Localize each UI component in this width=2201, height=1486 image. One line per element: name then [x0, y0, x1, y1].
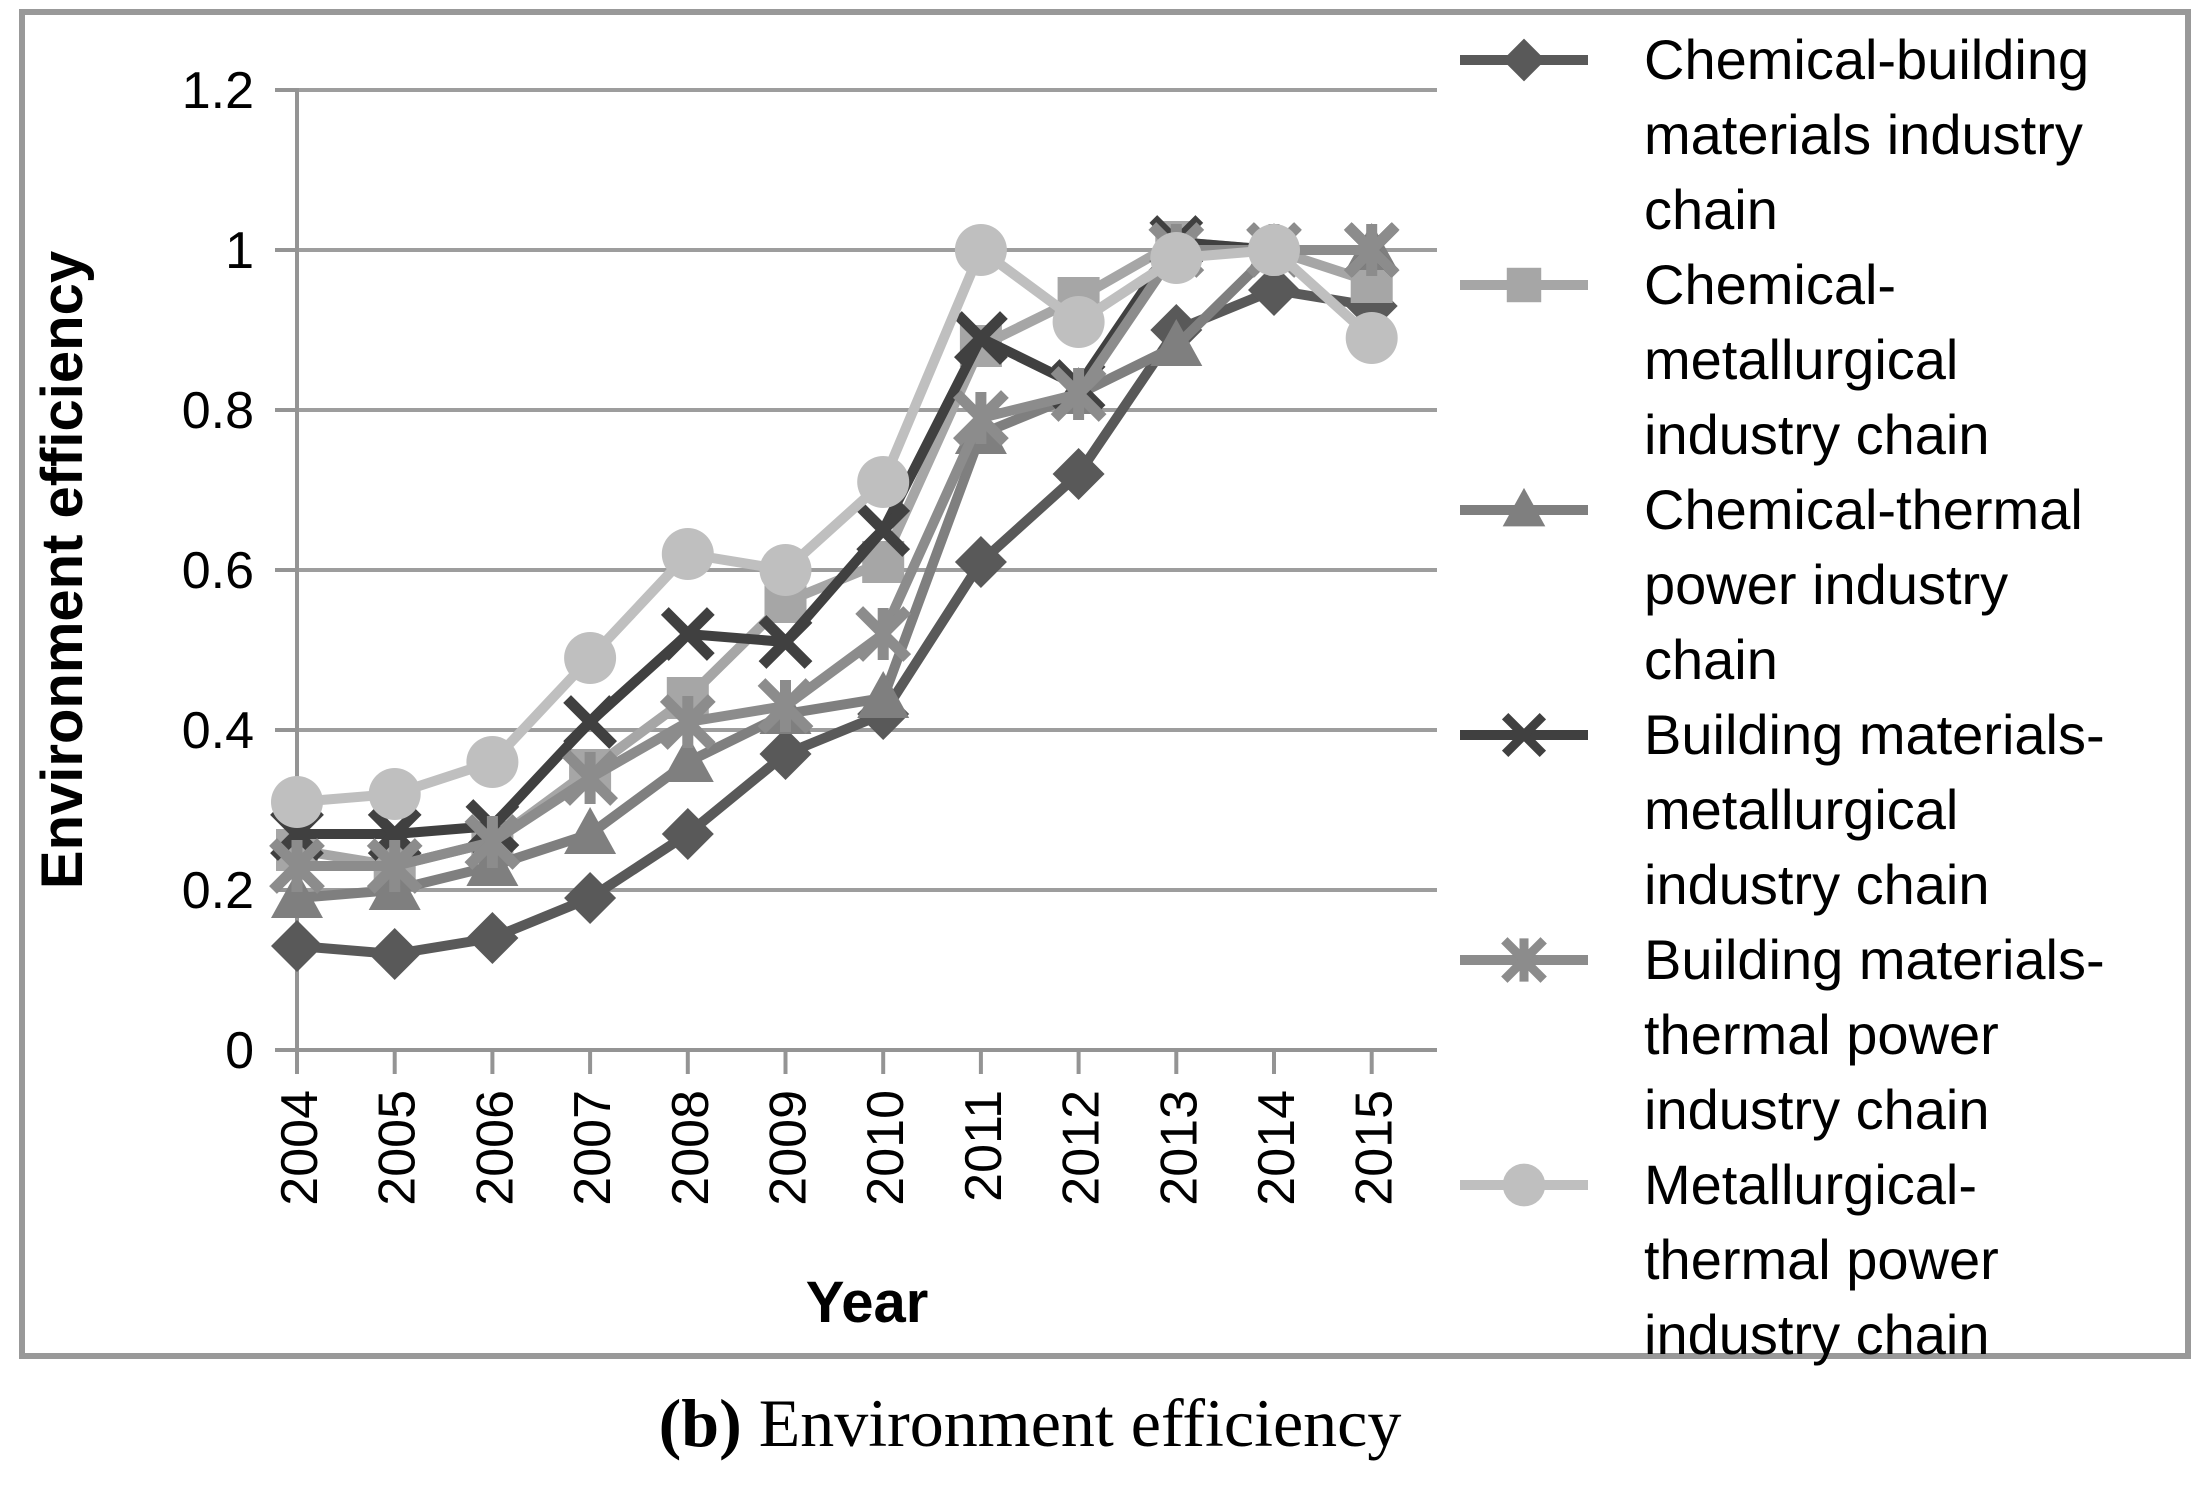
svg-text:2013: 2013 [1150, 1090, 1208, 1206]
legend-item: Building materials-metallurgical industry… [1458, 697, 2184, 922]
svg-text:2008: 2008 [662, 1090, 720, 1206]
y-axis-title: Environment efficiency [30, 251, 95, 889]
legend-label: Chemical-thermal power industry chain [1644, 478, 2083, 691]
legend-label: Chemical-building materials industry chain [1644, 28, 2090, 241]
svg-text:2010: 2010 [857, 1090, 915, 1206]
svg-text:2011: 2011 [955, 1090, 1013, 1202]
svg-text:1.2: 1.2 [182, 62, 254, 120]
svg-text:0.2: 0.2 [182, 862, 254, 920]
chart-border [19, 9, 2191, 1359]
legend-circle-marker-icon [1460, 1163, 1588, 1207]
series-metallurgical-thermal-power-industry-chain [271, 224, 1398, 828]
legend: Chemical-building materials industry chain… [1458, 22, 2184, 1372]
svg-text:0.4: 0.4 [182, 702, 254, 760]
svg-text:2006: 2006 [466, 1090, 524, 1206]
legend-x-marker-icon [1460, 712, 1588, 758]
x-tick-labels: 2004 2005 2006 2007 2008 2009 2010 2011 2012 2013… [271, 1090, 1404, 1206]
svg-text:1: 1 [225, 222, 254, 280]
svg-text:2007: 2007 [564, 1090, 622, 1206]
svg-text:2009: 2009 [760, 1090, 818, 1206]
legend-item: Chemical-thermal power industry chain [1458, 472, 2184, 697]
caption-panel-label: (b) [658, 1385, 742, 1461]
svg-text:0: 0 [225, 1022, 254, 1080]
legend-label: Chemical-metallurgical industry chain [1644, 253, 1990, 466]
svg-text:2004: 2004 [271, 1090, 329, 1206]
legend-label: Building materials-thermal power industry… [1644, 928, 2105, 1141]
y-tick-labels: 0 0.2 0.4 0.6 0.8 1 1.2 [182, 62, 254, 1080]
figure-caption: (b) Environment efficiency [370, 1384, 1690, 1463]
svg-text:2012: 2012 [1053, 1090, 1111, 1206]
svg-text:0.6: 0.6 [182, 542, 254, 600]
legend-square-marker-icon [1460, 267, 1588, 303]
caption-text: Environment efficiency [741, 1385, 1402, 1461]
x-axis-title: Year [806, 1270, 929, 1335]
legend-diamond-marker-icon [1460, 38, 1588, 82]
series-chemical-building-materials-industry-chain [271, 264, 1398, 980]
svg-text:2015: 2015 [1346, 1090, 1404, 1206]
svg-text:2014: 2014 [1248, 1090, 1306, 1206]
legend-item: Chemical-metallurgical industry chain [1458, 247, 2184, 472]
legend-asterisk-marker-icon [1460, 937, 1588, 983]
series-building-materials-thermal-power-industry-chain [269, 222, 1400, 894]
legend-label: Building materials-metallurgical industry… [1644, 703, 2105, 916]
legend-item: Chemical-building materials industry chain [1458, 22, 2184, 247]
legend-item: Building materials-thermal power industry… [1458, 922, 2184, 1147]
series-chemical-metallurgical-industry-chain [276, 221, 1393, 887]
svg-text:2005: 2005 [369, 1090, 427, 1206]
legend-item: Metallurgical-thermal power industry chai… [1458, 1147, 2184, 1372]
svg-text:0.8: 0.8 [182, 382, 254, 440]
legend-triangle-marker-icon [1460, 487, 1588, 527]
legend-label: Metallurgical-thermal power industry chai… [1644, 1153, 1999, 1366]
